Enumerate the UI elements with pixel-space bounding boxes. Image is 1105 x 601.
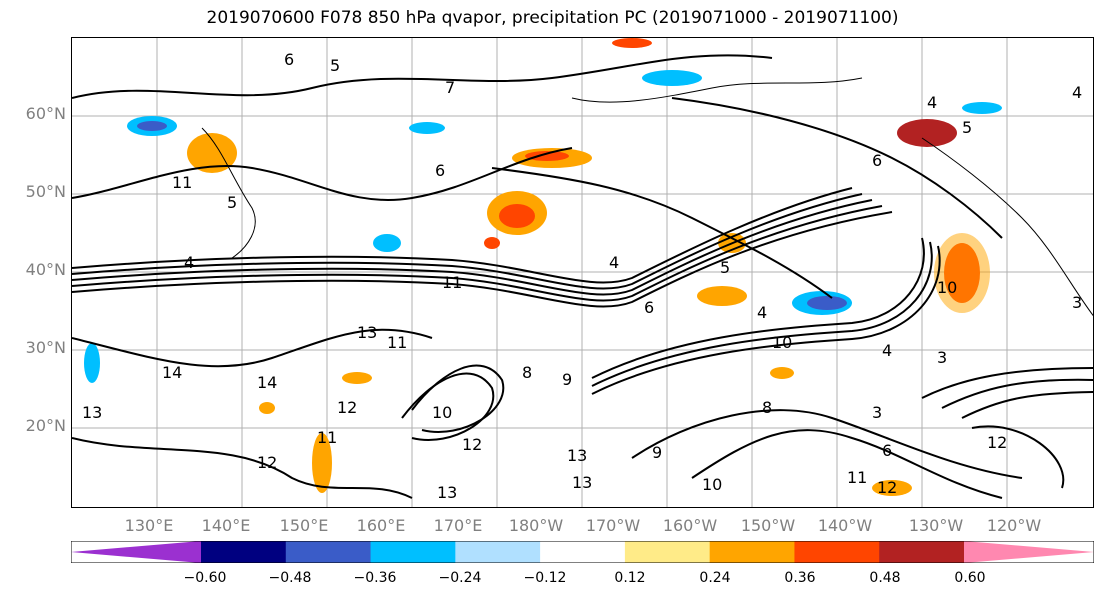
colorbar-segment (794, 541, 880, 563)
lon-label: 170°E (433, 516, 483, 535)
contour-label: 4 (184, 253, 194, 272)
contour-label: 8 (522, 363, 532, 382)
colorbar-extend-low (71, 541, 201, 563)
lon-label: 180°W (508, 516, 564, 535)
lon-label: 160°E (356, 516, 406, 535)
colorbar-segment (709, 541, 795, 563)
contour-label: 11 (442, 273, 462, 292)
contour-label: 11 (172, 173, 192, 192)
contour-label: 3 (937, 348, 947, 367)
contour-label: 6 (872, 151, 882, 170)
colorbar-tick: −0.24 (438, 570, 482, 586)
colorbar-segments (71, 541, 1094, 563)
contour-label: 13 (572, 473, 592, 492)
lat-label: 50°N (25, 182, 66, 201)
contour-label: 8 (762, 398, 772, 417)
lon-label: 130°W (908, 516, 964, 535)
contour-label: 5 (962, 118, 972, 137)
colorbar-segment (285, 541, 372, 563)
lon-label: 140°E (201, 516, 251, 535)
map-title: 2019070600 F078 850 hPa qvapor, precipit… (206, 8, 899, 28)
colorbar-segment (540, 541, 626, 563)
contour-label: 11 (317, 428, 337, 447)
colorbar-segment (624, 541, 711, 563)
colorbar-tick: −0.12 (523, 570, 567, 586)
contour-label: 10 (937, 278, 957, 297)
lat-label: 20°N (25, 416, 66, 435)
lon-label: 150°W (740, 516, 796, 535)
colorbar-tick: 0.48 (869, 570, 901, 586)
contour-label: 6 (284, 50, 294, 69)
contour-label: 14 (162, 363, 182, 382)
lat-label: 40°N (25, 260, 66, 279)
lon-label: 120°W (986, 516, 1042, 535)
contour-label: 5 (330, 56, 340, 75)
precip-shading (84, 38, 1002, 496)
contour-label: 11 (847, 468, 867, 487)
colorbar-segment (370, 541, 456, 563)
contour-label: 4 (1072, 83, 1082, 102)
lon-label: 150°E (279, 516, 329, 535)
contour-label: 3 (872, 403, 882, 422)
contour-label: 12 (257, 453, 277, 472)
contour-label: 5 (720, 258, 730, 277)
contour-label: 10 (432, 403, 452, 422)
lon-label: 130°E (124, 516, 174, 535)
contour-label: 4 (757, 303, 767, 322)
colorbar-tick: −0.36 (353, 570, 397, 586)
colorbar-tick: −0.60 (183, 570, 227, 586)
contour-label: 4 (609, 253, 619, 272)
lat-label: 30°N (25, 338, 66, 357)
contour-label: 6 (882, 441, 892, 460)
contour-label: 6 (644, 298, 654, 317)
colorbar-segment (879, 541, 965, 563)
colorbar-extend-high (964, 541, 1094, 563)
colorbar-segment (455, 541, 541, 563)
lon-label: 140°W (817, 516, 873, 535)
contour-label: 9 (652, 443, 662, 462)
colorbar-tick: 0.24 (699, 570, 731, 586)
map-panel: 6 5 7 4 6 11 5 4 4 11 13 11 14 14 12 11 … (71, 37, 1094, 508)
contour-label: 14 (257, 373, 277, 392)
contour-label: 11 (387, 333, 407, 352)
contour-label: 13 (357, 323, 377, 342)
colorbar-tick: 0.12 (614, 570, 646, 586)
contour-label: 6 (435, 161, 445, 180)
lat-label: 60°N (25, 104, 66, 123)
contour-label: 4 (882, 341, 892, 360)
contour-label: 12 (987, 433, 1007, 452)
contour-label: 13 (82, 403, 102, 422)
contour-label: 7 (445, 78, 455, 97)
contour-labels: 6 5 7 4 6 11 5 4 4 11 13 11 14 14 12 11 … (82, 50, 1082, 502)
qvapor-contours (72, 54, 1093, 499)
contour-label: 13 (567, 446, 587, 465)
colorbar-tick: −0.48 (268, 570, 312, 586)
coastlines (201, 77, 1093, 317)
lon-label: 170°W (585, 516, 641, 535)
contour-label: 3 (1072, 293, 1082, 312)
contour-label: 9 (562, 370, 572, 389)
colorbar-segment (201, 541, 287, 563)
colorbar-tick: 0.36 (784, 570, 816, 586)
lon-label: 160°W (662, 516, 718, 535)
map-canvas: 6 5 7 4 6 11 5 4 4 11 13 11 14 14 12 11 … (72, 38, 1093, 507)
contour-label: 13 (437, 483, 457, 502)
colorbar-tick: 0.60 (954, 570, 986, 586)
contour-label: 12 (337, 398, 357, 417)
contour-label: 4 (927, 93, 937, 112)
contour-label: 12 (877, 478, 897, 497)
contour-label: 10 (702, 475, 722, 494)
contour-label: 5 (227, 193, 237, 212)
contour-label: 12 (462, 435, 482, 454)
contour-label: 10 (772, 333, 792, 352)
colorbar (71, 541, 1094, 563)
